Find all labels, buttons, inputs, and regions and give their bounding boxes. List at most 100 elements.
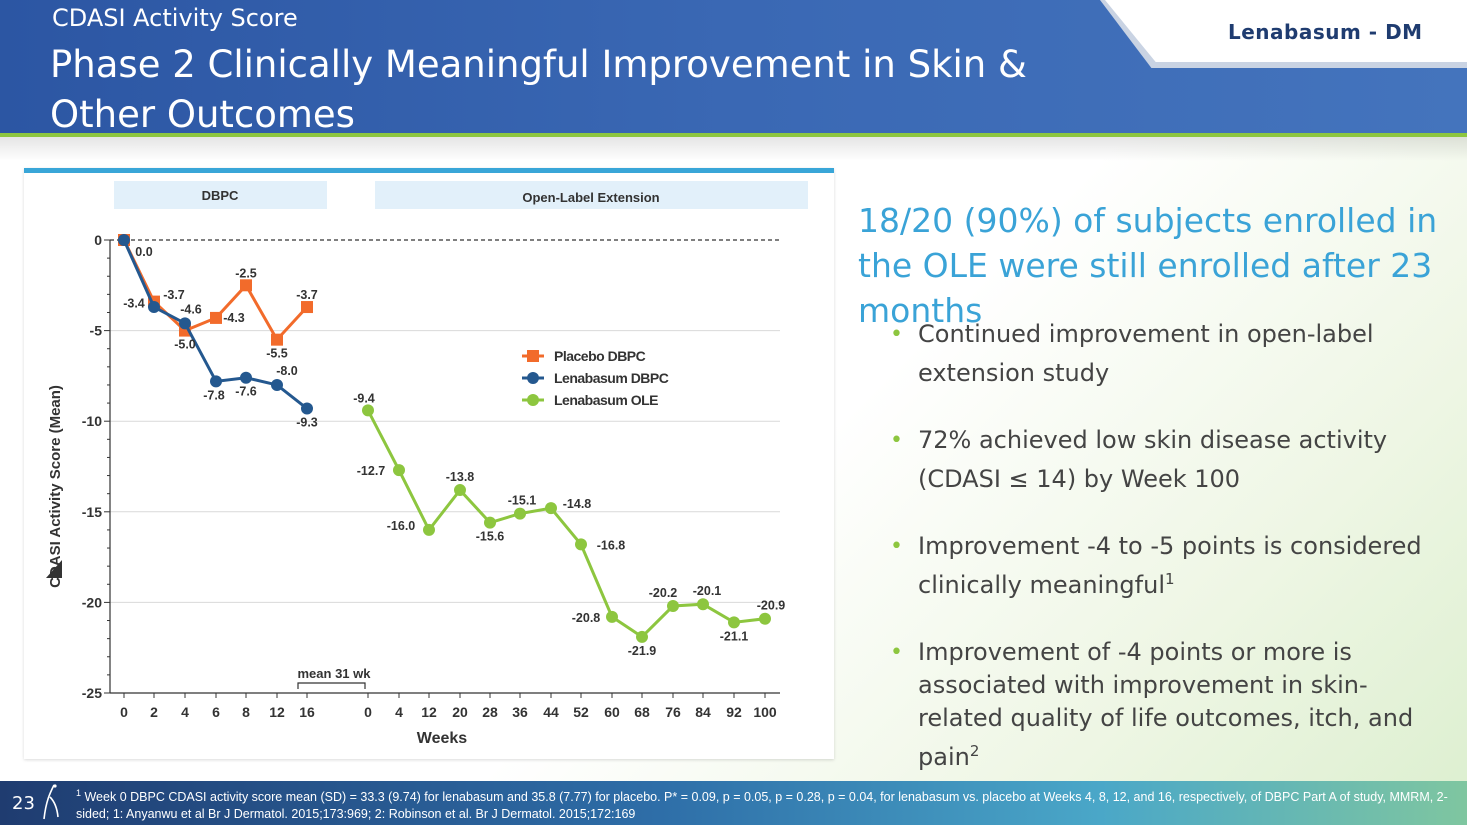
band-dbpc bbox=[114, 181, 327, 209]
placebo-point bbox=[271, 333, 283, 346]
bullet-item: • Improvement -4 to -5 points is consider… bbox=[888, 530, 1448, 602]
data-label: -4.6 bbox=[180, 302, 202, 316]
x-tick-label: 16 bbox=[299, 704, 315, 720]
lenabasum-dbpc-point bbox=[118, 234, 130, 246]
legend-label: Lenabasum OLE bbox=[554, 392, 658, 408]
lenabasum-ole-point bbox=[423, 523, 435, 536]
x-axis-title: Weeks bbox=[417, 730, 468, 747]
bracket-line bbox=[297, 682, 366, 689]
band-ole bbox=[375, 181, 808, 209]
lenabasum-dbpc-point bbox=[271, 378, 283, 391]
y-tick-label: -5 bbox=[90, 323, 103, 339]
band-dbpc-label: DBPC bbox=[202, 188, 239, 203]
y-tick-label: -25 bbox=[82, 685, 102, 701]
x-tick-label: 0 bbox=[364, 704, 372, 720]
x-tick-label: 84 bbox=[695, 704, 711, 720]
data-label: -9.4 bbox=[353, 391, 375, 405]
y-tick-label: -10 bbox=[82, 413, 102, 429]
y-axis-title: CDASI Activity Score (Mean) bbox=[47, 385, 64, 588]
lenabasum-dbpc-point bbox=[210, 375, 222, 388]
placebo-point bbox=[210, 311, 222, 324]
data-label: -21.1 bbox=[720, 629, 749, 643]
bullet-dot-icon: • bbox=[890, 322, 903, 347]
slide-title: Phase 2 Clinically Meaningful Improvemen… bbox=[50, 43, 1027, 136]
lenabasum-dbpc-point bbox=[148, 301, 160, 314]
data-label: -20.2 bbox=[649, 586, 678, 600]
lenabasum-ole-point bbox=[575, 538, 587, 551]
y-tick-label: 0 bbox=[94, 232, 102, 248]
lenabasum-ole-point bbox=[697, 598, 709, 611]
data-label: -5.0 bbox=[174, 338, 196, 352]
brand-label: Lenabasum - DM bbox=[1228, 20, 1423, 44]
data-label: -16.8 bbox=[597, 538, 626, 552]
data-label: -3.7 bbox=[296, 288, 318, 302]
cdasi-line-chart: DBPC Open-Label Extension 0 -5 -10 -15 -20 -25… bbox=[46, 181, 808, 747]
placebo-point bbox=[240, 279, 252, 292]
headline: 18/20 (90%) of subjects enrolled in the … bbox=[858, 201, 1438, 330]
bullet-text: Improvement of -4 points or more is asso… bbox=[918, 638, 1414, 771]
x-tick-label: 4 bbox=[181, 704, 189, 720]
bullet-sup: 1 bbox=[1164, 570, 1175, 588]
x-tick-label: 36 bbox=[512, 704, 528, 720]
brand-tab bbox=[1105, 0, 1467, 62]
footnote: 1 Week 0 DBPC CDASI activity score mean … bbox=[76, 785, 1461, 823]
data-label: -2.5 bbox=[235, 266, 257, 280]
lenabasum-ole-point bbox=[728, 616, 740, 629]
data-label: -20.8 bbox=[572, 611, 601, 625]
legend-label: Lenabasum DBPC bbox=[554, 370, 669, 386]
legend-circle-icon bbox=[527, 394, 539, 406]
x-tick-label: 92 bbox=[726, 704, 742, 720]
bullet-dot-icon: • bbox=[890, 534, 903, 559]
data-label: -20.9 bbox=[757, 599, 786, 613]
footnote-sup: 1 bbox=[76, 788, 82, 798]
bullet-text: Continued improvement in open-label exte… bbox=[918, 320, 1374, 387]
lenabasum-ole-point bbox=[636, 630, 648, 643]
header-accent-line bbox=[0, 133, 1467, 137]
y-tick-label: -15 bbox=[82, 504, 102, 520]
data-label: -7.8 bbox=[203, 388, 225, 402]
data-label: -9.3 bbox=[296, 416, 318, 430]
bracket-label: mean 31 wk bbox=[298, 666, 372, 681]
x-tick-label: 20 bbox=[452, 704, 468, 720]
bullet-list: • Continued improvement in open-label ext… bbox=[888, 318, 1448, 808]
data-label: -12.7 bbox=[357, 464, 386, 478]
data-label: -3.4 bbox=[123, 297, 145, 311]
legend-label: Placebo DBPC bbox=[554, 348, 646, 364]
band-ole-label: Open-Label Extension bbox=[522, 190, 659, 205]
x-tick-label: 8 bbox=[242, 704, 250, 720]
data-label: -13.8 bbox=[446, 470, 475, 484]
bullet-text: Improvement -4 to -5 points is considere… bbox=[918, 532, 1422, 599]
data-label: 0.0 bbox=[135, 245, 152, 259]
x-tick-label: 60 bbox=[604, 704, 620, 720]
header-shadow bbox=[0, 137, 1467, 161]
data-label: -21.9 bbox=[628, 644, 657, 658]
x-tick-label: 52 bbox=[573, 704, 589, 720]
x-tick-label: 12 bbox=[269, 704, 285, 720]
lenabasum-dbpc-point bbox=[179, 317, 191, 330]
section-title: CDASI Activity Score bbox=[52, 4, 298, 32]
placebo-point bbox=[301, 301, 313, 314]
data-label: -8.0 bbox=[276, 364, 298, 378]
bullet-dot-icon: • bbox=[890, 640, 903, 665]
delta-icon bbox=[46, 560, 62, 578]
data-label: -7.6 bbox=[235, 385, 257, 399]
bullet-item: • Improvement of -4 points or more is ass… bbox=[888, 636, 1448, 774]
data-label: -5.5 bbox=[266, 347, 288, 361]
x-tick-label: 4 bbox=[395, 704, 403, 720]
bullet-text: 72% achieved low skin disease activity (… bbox=[918, 426, 1388, 493]
x-tick-label: 100 bbox=[753, 704, 777, 720]
x-tick-label: 44 bbox=[543, 704, 559, 720]
x-tick-label: 68 bbox=[634, 704, 650, 720]
logo-figure-icon bbox=[43, 784, 59, 820]
lenabasum-dbpc-point bbox=[301, 402, 313, 415]
x-tick-label: 76 bbox=[665, 704, 681, 720]
x-tick-label: 28 bbox=[482, 704, 498, 720]
lenabasum-ole-point bbox=[362, 404, 374, 417]
lenabasum-ole-point bbox=[393, 464, 405, 477]
chart-panel bbox=[24, 168, 834, 759]
footnote-text: Week 0 DBPC CDASI activity score mean (S… bbox=[76, 790, 1448, 822]
lenabasum-ole-point bbox=[667, 600, 679, 613]
legend-circle-icon bbox=[527, 372, 539, 384]
lenabasum-ole-point bbox=[606, 610, 618, 623]
data-label: -20.1 bbox=[693, 584, 722, 598]
